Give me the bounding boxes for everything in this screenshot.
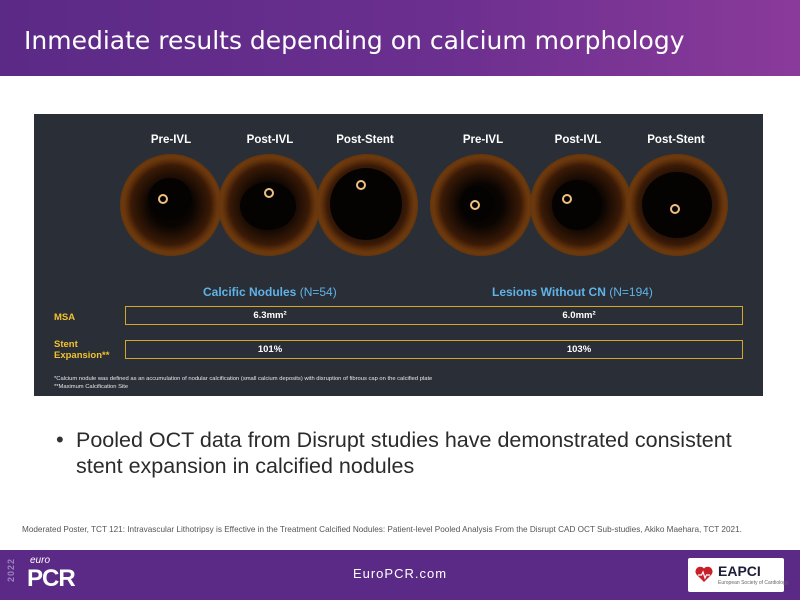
eapci-logo: EAPCI European Society of Cardiology (688, 558, 788, 592)
oct-image (316, 154, 418, 256)
group-name: Lesions Without CN (492, 285, 606, 299)
oct-image (530, 154, 632, 256)
stent-expansion-value-cn: 101% (257, 344, 283, 355)
footnote: **Maximum Calcification Site (54, 384, 129, 390)
row-label-stent-expansion: Stent Expansion** (54, 339, 110, 361)
slide-footer: EuroPCR.com (0, 550, 800, 600)
msa-value-cn: 6.3mm² (253, 310, 287, 321)
oct-image (626, 154, 728, 256)
logo-euro: euro (30, 555, 51, 566)
oct-image (218, 154, 320, 256)
bullet-marker: • (56, 427, 64, 452)
oct-image (120, 154, 222, 256)
bullet-item: Pooled OCT data from Disrupt studies hav… (76, 428, 732, 478)
group-count: (N=194) (609, 285, 653, 299)
eapci-label: EAPCI (718, 563, 761, 579)
group-name: Calcific Nodules (203, 285, 297, 299)
oct-results-panel: Pre-IVL Post-IVL Post-Stent Pre-IVL Post… (34, 114, 763, 396)
msa-row-box (125, 306, 743, 325)
slide-header: Inmediate results depending on calcium m… (0, 0, 800, 76)
footnote: *Calcium nodule was defined as an accumu… (54, 376, 433, 382)
oct-image (430, 154, 532, 256)
stent-expansion-value-non-cn: 103% (566, 344, 592, 355)
logo-year: 2022 (6, 558, 16, 583)
logo-pcr: PCR (27, 565, 76, 592)
group-title-calcific-nodules: Calcific Nodules (N=54) (203, 285, 337, 299)
column-label: Pre-IVL (462, 134, 504, 146)
heart-icon (695, 566, 713, 582)
msa-value-non-cn: 6.0mm² (562, 310, 596, 321)
group-title-lesions-without-cn: Lesions Without CN (N=194) (492, 285, 653, 299)
row-label-msa: MSA (54, 312, 76, 323)
column-label: Post-Stent (336, 134, 394, 146)
reference-citation: Moderated Poster, TCT 121: Intravascular… (22, 525, 742, 534)
column-label: Pre-IVL (150, 134, 192, 146)
eapci-sublabel: European Society of Cardiology (718, 580, 789, 586)
group-count: (N=54) (299, 285, 337, 299)
column-label: Post-IVL (246, 134, 294, 146)
stent-expansion-row-box (125, 340, 743, 359)
column-label: Post-IVL (554, 134, 602, 146)
column-label: Post-Stent (647, 134, 705, 146)
slide-title: Inmediate results depending on calcium m… (24, 26, 685, 55)
footer-site-link[interactable]: EuroPCR.com (352, 566, 448, 581)
